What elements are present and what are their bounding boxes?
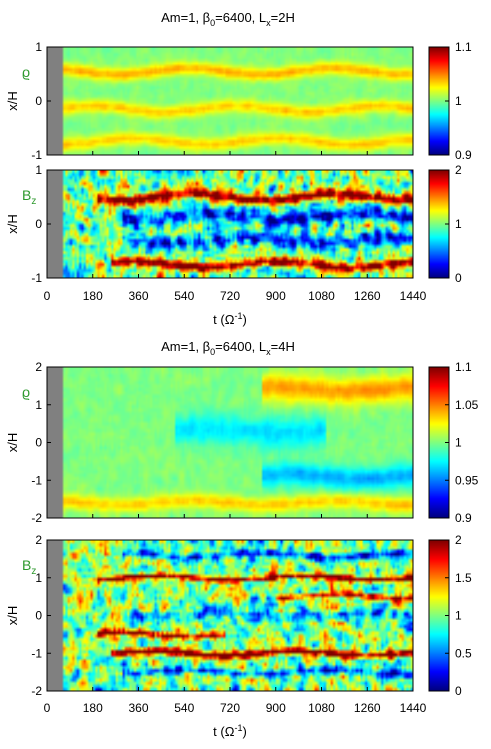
x-tick-label: 1080 [308,701,335,715]
x-axis-label: t (Ω-1) [213,311,247,327]
x-tick-label: 1440 [400,289,427,303]
colorbar: 0.9 1 1.1 [428,40,472,162]
x-tick-label: 720 [220,701,240,715]
y-tick-label: 0 [35,217,42,231]
heatmap-image [47,47,413,155]
variable-label: Bz [22,187,36,207]
x-tick-label: 900 [266,701,286,715]
variable-label: ϱ [22,384,30,400]
y-tick-label: -1 [31,473,42,487]
colorbar-tick-label: 1.05 [455,398,479,412]
colorbar-tick-label: 1 [455,436,462,450]
colorbar-tick-label: 1 [455,609,462,623]
y-axis-label: x/H [5,91,20,111]
y-tick-label: -1 [31,646,42,660]
colorbar-tick-label: 1.1 [455,360,472,374]
y-tick-label: 2 [35,533,42,547]
colorbar-tick-label: 1.5 [455,571,472,585]
y-tick-label: 1 [35,571,42,585]
x-tick-label: 360 [128,289,148,303]
panel-density: -2 -1 0 1 2 x/H ϱ 0.9 0.95 1 1.05 1.1 [5,360,479,525]
panel-bz: -2 -1 0 1 2 x/H Bz 0 0.5 1 1.5 2 [5,533,472,698]
x-tick-label: 0 [44,701,51,715]
x-tick-label: 720 [220,289,240,303]
colorbar: 0 0.5 1 1.5 2 [428,533,472,698]
y-axis-label: x/H [5,433,20,453]
colorbar-tick-label: 0.5 [455,646,472,660]
y-tick-label: 1 [35,40,42,54]
y-axis-label: x/H [5,606,20,626]
x-tick-label: 360 [128,701,148,715]
figure-block-2: Am=1, β0=6400, Lx=4H -2 -1 0 1 2 x/H ϱ 0.9 0.95 1 1… [5,339,479,739]
variable-label: ϱ [22,64,30,80]
colorbar-gradient [429,47,449,155]
colorbar-tick-label: 0.9 [455,148,472,162]
colorbar-tick-label: 2 [455,163,462,177]
figure-title: Am=1, β0=6400, Lx=2H [161,10,295,28]
colorbar-tick-label: 1 [455,217,462,231]
colorbar-tick-label: 0 [455,684,462,698]
y-tick-label: 0 [35,94,42,108]
x-tick-label: 1080 [308,289,335,303]
y-tick-label: 0 [35,609,42,623]
x-tick-label: 180 [83,701,103,715]
y-tick-label: -2 [31,511,42,525]
y-tick-label: 1 [35,398,42,412]
colorbar-tick-label: 1.1 [455,40,472,54]
colorbar: 0.9 0.95 1 1.05 1.1 [428,360,479,525]
y-tick-label: -2 [31,684,42,698]
x-tick-label: 0 [44,289,51,303]
x-tick-label: 540 [174,701,194,715]
x-axis-label: t (Ω-1) [213,723,247,739]
figure-title: Am=1, β0=6400, Lx=4H [161,339,295,357]
y-tick-label: 1 [35,163,42,177]
variable-label: Bz [22,557,36,577]
y-tick-label: 0 [35,436,42,450]
x-tick-label: 1440 [400,701,427,715]
y-tick-label: 2 [35,360,42,374]
y-axis-label: x/H [5,214,20,234]
y-tick-label: -1 [31,271,42,285]
panel-density: -1 0 1 x/Hϱ 0.9 1 1.1 [5,40,472,162]
x-tick-label: 900 [266,289,286,303]
colorbar-gradient [429,170,449,278]
colorbar-gradient [429,367,449,518]
x-tick-label: 1260 [354,701,381,715]
colorbar-tick-label: 2 [455,533,462,547]
x-tick-label: 180 [83,289,103,303]
heatmap-image [47,367,413,518]
colorbar: 0 1 2 [428,163,462,285]
heatmap-image [47,170,413,278]
colorbar-tick-label: 0 [455,271,462,285]
colorbar-tick-label: 1 [455,94,462,108]
colorbar-gradient [429,540,449,691]
colorbar-tick-label: 0.95 [455,473,479,487]
heatmap-image [47,540,413,691]
colorbar-tick-label: 0.9 [455,511,472,525]
figure-block-1: Am=1, β0=6400, Lx=2H-101x/Hϱ0.911.1-101x… [5,10,472,327]
panel-bz: -1 0 1 x/HBz 0 1 2 [5,163,462,285]
y-tick-label: -1 [31,148,42,162]
x-tick-label: 1260 [354,289,381,303]
x-tick-label: 540 [174,289,194,303]
